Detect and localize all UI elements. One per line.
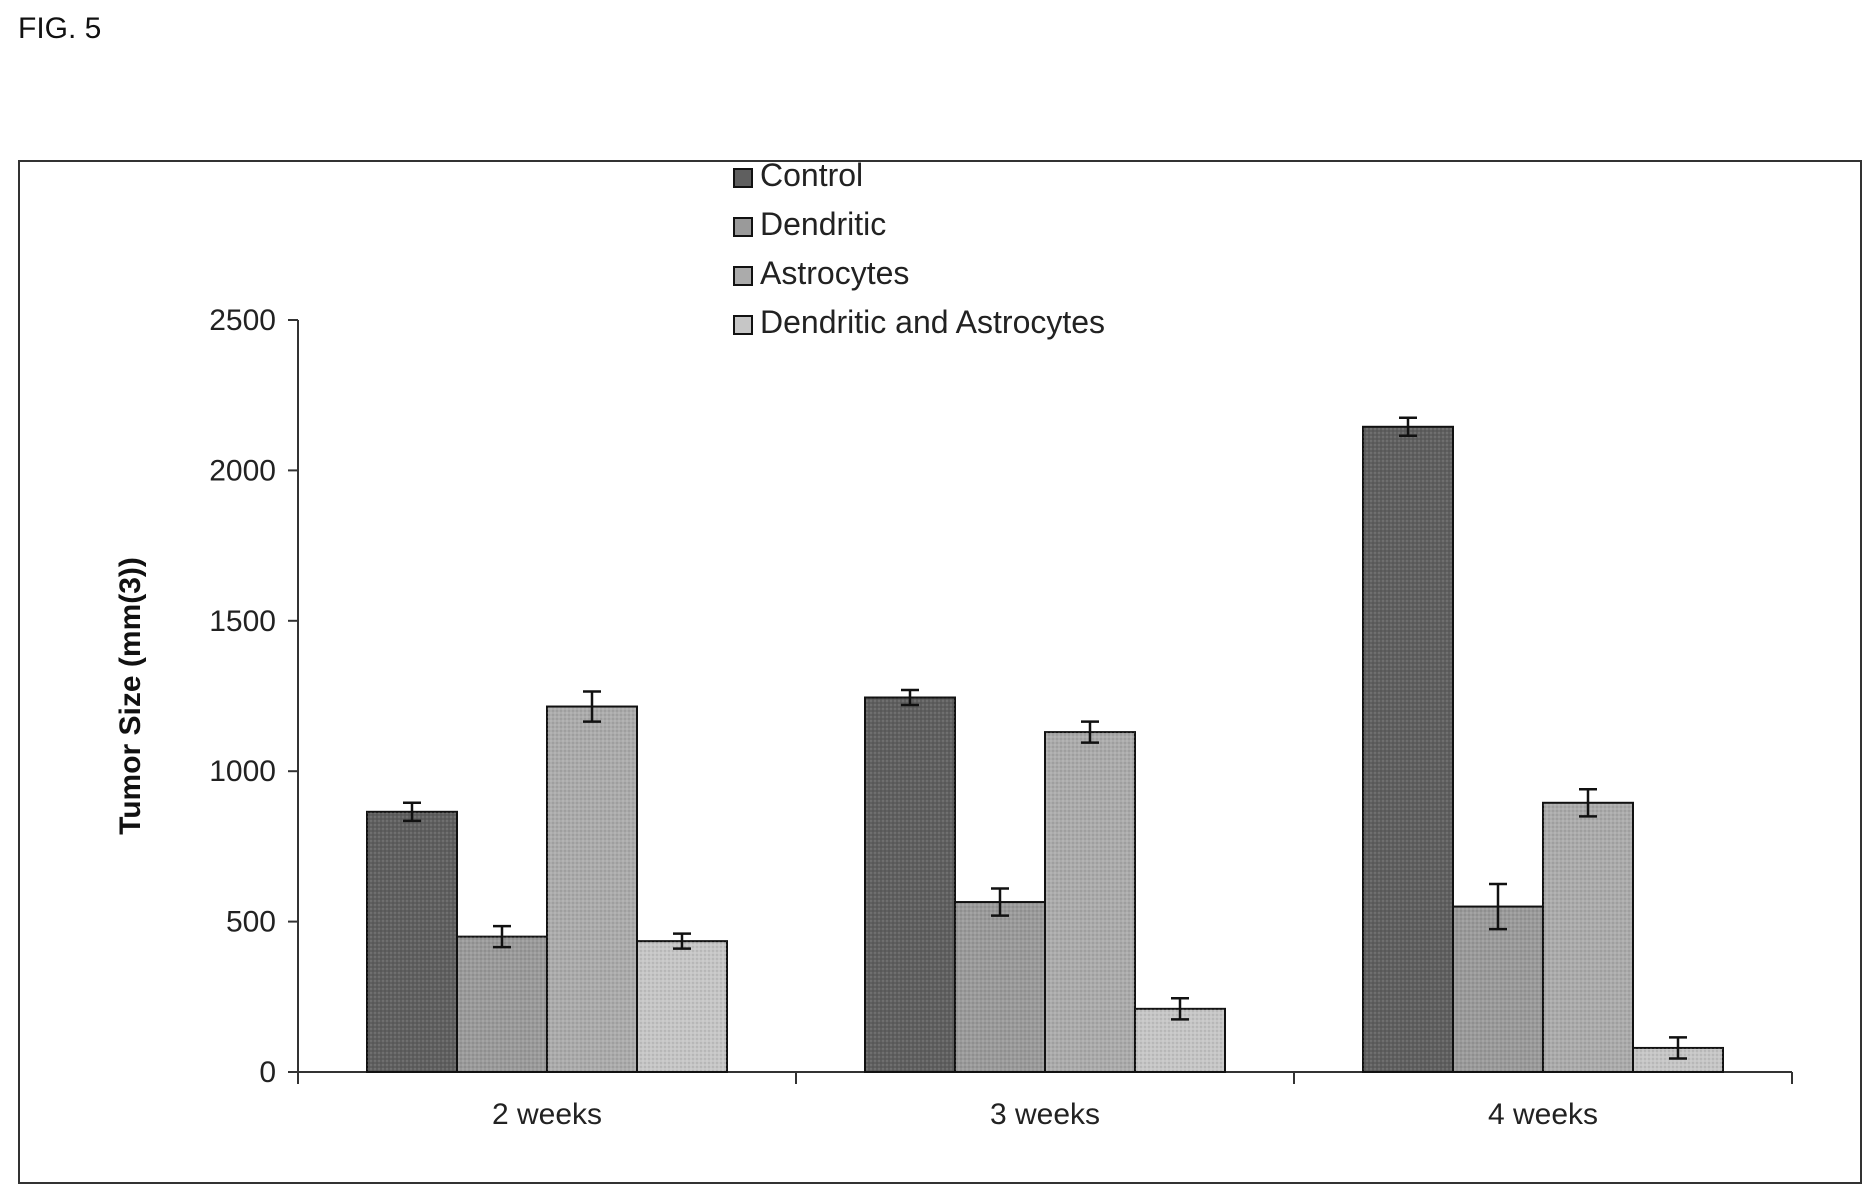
legend-label: Dendritic [760,206,886,242]
x-tick-label: 3 weeks [990,1098,1100,1131]
legend-label: Astrocytes [760,255,909,291]
y-tick-label: 2000 [209,454,276,487]
bar-texture [1543,802,1633,1072]
y-tick-label: 500 [226,906,276,939]
y-axis-label: Tumor Size (mm(3)) [114,557,147,835]
bar-texture [457,936,547,1072]
chart-frame: 0 500 1000 1500 2000 2500 2 weeks 3 weeks 4 week… [18,160,1862,1184]
bar-texture [865,697,955,1072]
legend-label: Dendritic and Astrocytes [760,304,1105,340]
legend-swatch [733,217,753,237]
y-tick-label: 1000 [209,755,276,788]
bar-texture [955,902,1045,1072]
y-tick-label: 0 [259,1056,276,1089]
bar-chart: 0 500 1000 1500 2000 2500 2 weeks 3 weeks 4 week… [114,162,1793,1131]
bar-texture [547,706,637,1072]
x-tick-label: 4 weeks [1488,1098,1598,1131]
legend-label: Control [760,162,863,193]
bar-texture [637,941,727,1072]
legend-swatch [733,315,753,335]
legend-swatch [733,168,753,188]
bar-texture [1453,906,1543,1072]
legend: Control Dendritic Astrocytes Dendritic and … [733,162,1105,340]
bar-texture [367,811,457,1072]
y-tick-label: 1500 [209,605,276,638]
legend-swatch [733,266,753,286]
error-bars [403,416,1687,1060]
figure-label: FIG. 5 [18,12,102,45]
bars [366,425,1724,1074]
bar-texture [1363,426,1453,1072]
y-tick-label: 2500 [209,304,276,337]
bar-texture [1045,732,1135,1072]
x-tick-label: 2 weeks [492,1098,602,1131]
